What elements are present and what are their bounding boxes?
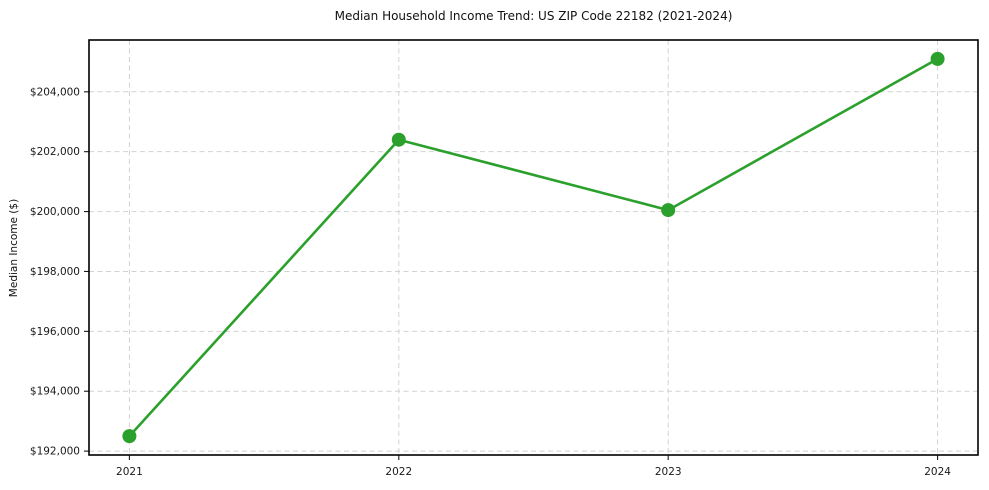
- y-tick-label: $200,000: [30, 206, 80, 218]
- data-point-2024: [930, 51, 945, 66]
- x-tick-label: 2023: [655, 466, 682, 478]
- x-tick-label: 2024: [924, 466, 951, 478]
- data-point-2023: [661, 203, 676, 218]
- y-tick-label: $198,000: [30, 266, 80, 278]
- x-tick-label: 2021: [116, 466, 143, 478]
- trend-line: [128, 57, 939, 438]
- x-tick-label: 2022: [385, 466, 412, 478]
- data-point-2022: [391, 132, 406, 147]
- chart-title: Median Household Income Trend: US ZIP Co…: [334, 9, 733, 23]
- y-tick-label: $204,000: [30, 86, 80, 98]
- data-point-2021: [122, 429, 137, 444]
- y-tick-label: $194,000: [30, 386, 80, 398]
- y-tick-label: $202,000: [30, 146, 80, 158]
- plot-border: [88, 39, 979, 456]
- y-tick-label: $196,000: [30, 326, 80, 338]
- y-tick-label: $192,000: [30, 446, 80, 458]
